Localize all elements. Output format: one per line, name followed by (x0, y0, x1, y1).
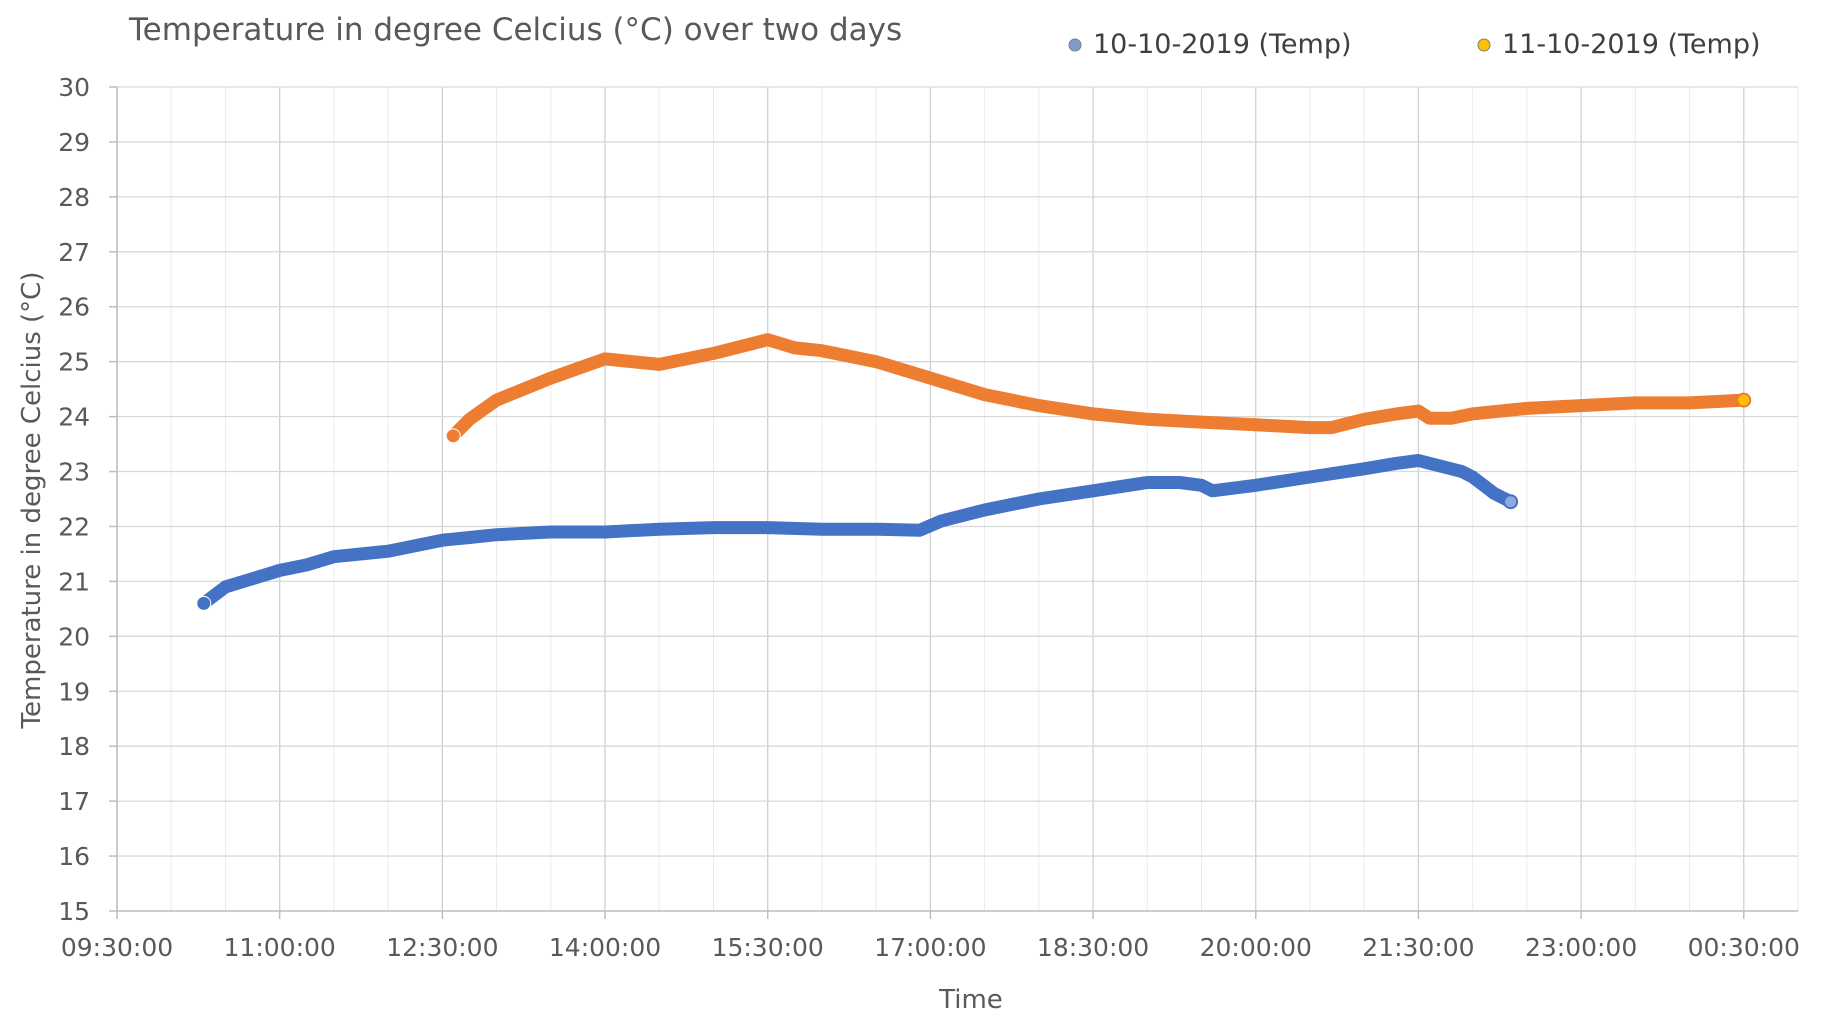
y-tick-label: 23 (58, 458, 90, 487)
chart-title: Temperature in degree Celcius (°C) over … (128, 12, 902, 48)
y-axis-title: Temperature in degree Celcius (°C) (17, 272, 47, 730)
axes: 15 16 17 18 19 20 21 22 23 24 25 26 27 28 29 30 09:30:00… (58, 73, 1800, 962)
x-tick-label: 00:30:00 (1688, 933, 1800, 962)
x-tick-label: 21:30:00 (1362, 933, 1474, 962)
y-tick-label: 21 (58, 567, 90, 596)
y-tick-label: 22 (58, 512, 90, 541)
y-tick-label: 19 (58, 677, 90, 706)
x-tick-label: 14:00:00 (549, 933, 661, 962)
x-tick-label: 15:30:00 (712, 933, 824, 962)
x-tick-label: 20:00:00 (1200, 933, 1312, 962)
y-tick-label: 30 (58, 73, 90, 102)
x-tick-label: 09:30:00 (61, 933, 173, 962)
y-tick-label: 25 (58, 348, 90, 377)
legend-entry-series-2[interactable]: 11-10-2019 (Temp) (1477, 29, 1761, 60)
y-tick-label: 17 (58, 787, 90, 816)
legend: 10-10-2019 (Temp) 11-10-2019 (Temp) (1068, 29, 1761, 60)
series-2-end-point (1736, 392, 1752, 408)
y-tick-label: 15 (58, 897, 90, 926)
series-1-end-point (1503, 494, 1519, 510)
y-tick-label: 24 (58, 403, 90, 432)
y-tick-label: 18 (58, 732, 90, 761)
gridlines (116, 86, 1799, 912)
y-tick-label: 28 (58, 183, 90, 212)
legend-label-series-1: 10-10-2019 (Temp) (1093, 29, 1352, 60)
legend-label-series-2: 11-10-2019 (Temp) (1502, 29, 1761, 60)
x-axis-title: Time (938, 985, 1003, 1015)
y-tick-label: 16 (58, 842, 90, 871)
series-line-2 (446, 333, 1751, 443)
legend-entry-series-1[interactable]: 10-10-2019 (Temp) (1068, 29, 1352, 60)
y-tick-label: 26 (58, 293, 90, 322)
y-tick-label: 20 (58, 622, 90, 651)
series-1-start-point (196, 595, 212, 611)
x-tick-label: 23:00:00 (1525, 933, 1637, 962)
y-tick-label: 27 (58, 238, 90, 267)
legend-marker-series-1 (1068, 38, 1082, 52)
x-tick-label: 18:30:00 (1037, 933, 1149, 962)
plot-area (196, 333, 1752, 611)
y-tick-label: 29 (58, 128, 90, 157)
x-tick-label: 12:30:00 (386, 933, 498, 962)
legend-marker-series-2 (1477, 38, 1491, 52)
series-2-start-point (445, 428, 461, 444)
x-tick-label: 17:00:00 (874, 933, 986, 962)
series-line-1 (197, 454, 1518, 610)
x-tick-label: 11:00:00 (224, 933, 336, 962)
